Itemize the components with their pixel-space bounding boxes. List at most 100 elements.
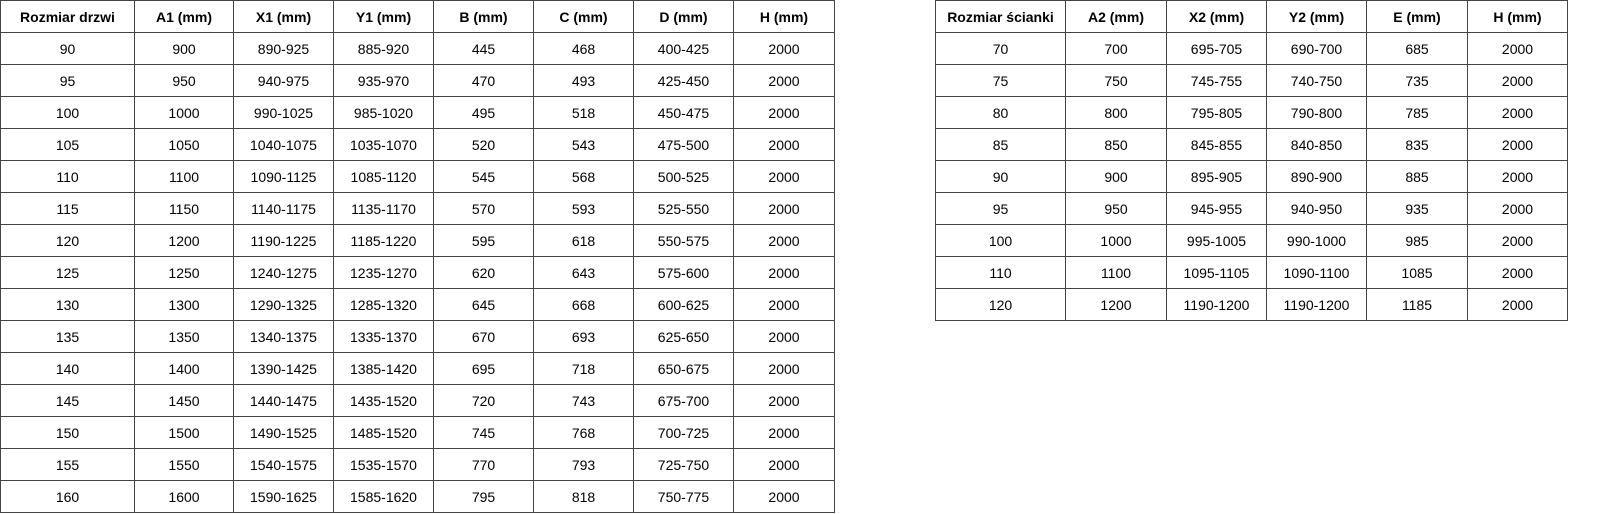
table-cell: 545 (433, 160, 534, 193)
column-header: C (mm) (533, 0, 634, 33)
table-cell: 645 (433, 288, 534, 321)
table-row: 95 950 945-955 940-950 935 2000 (935, 192, 1568, 225)
table-cell: 2000 (733, 384, 835, 417)
table-cell: 2000 (1467, 160, 1568, 193)
table-cell: 790-800 (1266, 96, 1367, 129)
table-cell: 1600 (134, 480, 234, 513)
table-cell: 700-725 (633, 416, 734, 449)
table-cell: 900 (134, 32, 234, 65)
door-size-table: Rozmiar drzwi A1 (mm) X1 (mm) Y1 (mm) B (mm)… (0, 0, 835, 513)
table-cell: 2000 (733, 128, 835, 161)
table-cell: 1085 (1366, 256, 1468, 289)
table-cell: 2000 (733, 160, 835, 193)
table-cell: 595 (433, 224, 534, 257)
table-cell: 1035-1070 (333, 128, 434, 161)
table-cell: 400-425 (633, 32, 734, 65)
table-cell: 1140-1175 (233, 192, 334, 225)
table-cell: 735 (1366, 64, 1468, 97)
column-header: Y2 (mm) (1266, 0, 1367, 33)
table-cell: 945-955 (1166, 192, 1267, 225)
table-cell: 950 (1065, 192, 1167, 225)
table-cell: 2000 (1467, 64, 1568, 97)
column-header: Y1 (mm) (333, 0, 434, 33)
table-cell: 2000 (733, 416, 835, 449)
table-cell: 1150 (134, 192, 234, 225)
table-row: 150 1500 1490-1525 1485-1520 745 768 700-725 20… (0, 416, 835, 449)
table-row: 115 1150 1140-1175 1135-1170 570 593 525-550 20… (0, 192, 835, 225)
table-cell: 593 (533, 192, 634, 225)
table-cell: 550-575 (633, 224, 734, 257)
column-header: X1 (mm) (233, 0, 334, 33)
table-row: 90 900 890-925 885-920 445 468 400-425 2000 (0, 32, 835, 65)
table-cell: 1250 (134, 256, 234, 289)
table-cell: 2000 (733, 448, 835, 481)
table-cell: 1300 (134, 288, 234, 321)
table-cell: 2000 (733, 32, 835, 65)
table-cell: 115 (0, 192, 135, 225)
table-cell: 1390-1425 (233, 352, 334, 385)
table-cell: 1085-1120 (333, 160, 434, 193)
table-cell: 700 (1065, 32, 1167, 65)
table-cell: 940-975 (233, 64, 334, 97)
table-cell: 885 (1366, 160, 1468, 193)
table-row: 80 800 795-805 790-800 785 2000 (935, 96, 1568, 129)
table-cell: 2000 (733, 64, 835, 97)
table-cell: 2000 (1467, 256, 1568, 289)
table-cell: 130 (0, 288, 135, 321)
table-cell: 2000 (1467, 128, 1568, 161)
table-cell: 1095-1105 (1166, 256, 1267, 289)
table-cell: 795 (433, 480, 534, 513)
table-cell: 90 (935, 160, 1066, 193)
table-cell: 95 (935, 192, 1066, 225)
table-cell: 935-970 (333, 64, 434, 97)
table-cell: 935 (1366, 192, 1468, 225)
table-cell: 135 (0, 320, 135, 353)
table-cell: 1535-1570 (333, 448, 434, 481)
table-cell: 745 (433, 416, 534, 449)
table-cell: 768 (533, 416, 634, 449)
table-cell: 743 (533, 384, 634, 417)
table-cell: 685 (1366, 32, 1468, 65)
table-row: 155 1550 1540-1575 1535-1570 770 793 725-750 20… (0, 448, 835, 481)
table-cell: 800 (1065, 96, 1167, 129)
table-cell: 1350 (134, 320, 234, 353)
table-cell: 845-855 (1166, 128, 1267, 161)
table-cell: 475-500 (633, 128, 734, 161)
table-cell: 1590-1625 (233, 480, 334, 513)
table-cell: 1435-1520 (333, 384, 434, 417)
table-row: 160 1600 1590-1625 1585-1620 795 818 750-775 20… (0, 480, 835, 513)
table-row: 100 1000 990-1025 985-1020 495 518 450-475 2000 (0, 96, 835, 129)
table-cell: 940-950 (1266, 192, 1367, 225)
table-cell: 100 (0, 96, 135, 129)
table-cell: 2000 (733, 192, 835, 225)
column-header: A1 (mm) (134, 0, 234, 33)
table-cell: 90 (0, 32, 135, 65)
column-header: H (mm) (1467, 0, 1568, 33)
table-cell: 2000 (733, 224, 835, 257)
table-cell: 450-475 (633, 96, 734, 129)
table-cell: 718 (533, 352, 634, 385)
column-header: X2 (mm) (1166, 0, 1267, 33)
table-cell: 620 (433, 256, 534, 289)
table-cell: 668 (533, 288, 634, 321)
table-cell: 1490-1525 (233, 416, 334, 449)
table-header-row: Rozmiar ścianki A2 (mm) X2 (mm) Y2 (mm) E (m… (935, 0, 1568, 33)
table-cell: 120 (935, 288, 1066, 321)
table-cell: 750-775 (633, 480, 734, 513)
table-cell: 425-450 (633, 64, 734, 97)
table-cell: 1290-1325 (233, 288, 334, 321)
table-cell: 125 (0, 256, 135, 289)
table-row: 120 1200 1190-1225 1185-1220 595 618 550-575 20… (0, 224, 835, 257)
table-cell: 120 (0, 224, 135, 257)
table-cell: 1335-1370 (333, 320, 434, 353)
table-cell: 1450 (134, 384, 234, 417)
table-cell: 568 (533, 160, 634, 193)
table-cell: 890-925 (233, 32, 334, 65)
table-row: 85 850 845-855 840-850 835 2000 (935, 128, 1568, 161)
table-cell: 140 (0, 352, 135, 385)
table-cell: 1190-1200 (1266, 288, 1367, 321)
table-cell: 70 (935, 32, 1066, 65)
table-row: 75 750 745-755 740-750 735 2000 (935, 64, 1568, 97)
table-cell: 2000 (1467, 32, 1568, 65)
table-cell: 1000 (134, 96, 234, 129)
